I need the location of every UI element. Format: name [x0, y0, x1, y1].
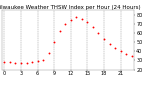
Point	[20, 63, 22, 64]
Point	[64, 23, 67, 25]
Point	[114, 47, 116, 48]
Point	[25, 63, 28, 64]
Point	[108, 43, 111, 45]
Point	[86, 22, 89, 23]
Point	[75, 16, 78, 17]
Point	[58, 31, 61, 32]
Point	[9, 62, 11, 63]
Point	[103, 38, 105, 39]
Point	[125, 53, 127, 55]
Point	[97, 33, 100, 34]
Point	[14, 63, 17, 64]
Point	[36, 61, 39, 62]
Point	[130, 55, 133, 57]
Title: Milwaukee Weather THSW Index per Hour (24 Hours): Milwaukee Weather THSW Index per Hour (2…	[0, 5, 141, 10]
Point	[69, 19, 72, 20]
Point	[92, 26, 94, 27]
Point	[3, 62, 6, 63]
Point	[119, 51, 122, 52]
Point	[53, 42, 56, 43]
Point	[31, 62, 33, 63]
Point	[42, 60, 44, 61]
Point	[47, 53, 50, 54]
Point	[80, 18, 83, 19]
